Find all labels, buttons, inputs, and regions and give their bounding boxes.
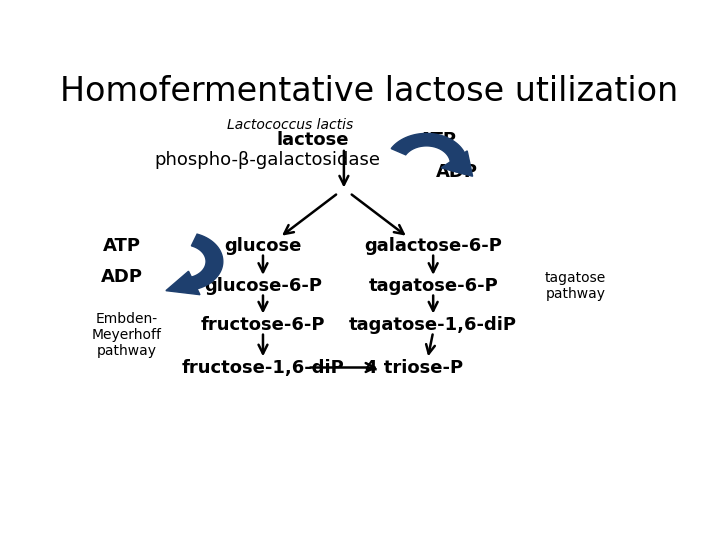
Text: lactose: lactose bbox=[277, 131, 349, 149]
Text: fructose-6-P: fructose-6-P bbox=[201, 316, 325, 334]
Polygon shape bbox=[391, 133, 467, 174]
Polygon shape bbox=[441, 151, 472, 176]
Text: tagatose-1,6-diP: tagatose-1,6-diP bbox=[349, 316, 517, 334]
Text: glucose-6-P: glucose-6-P bbox=[204, 277, 322, 295]
Text: tagatose-6-P: tagatose-6-P bbox=[369, 277, 498, 295]
Text: Embden-
Meyerhoff
pathway: Embden- Meyerhoff pathway bbox=[91, 312, 161, 358]
Text: phospho-β-galactosidase: phospho-β-galactosidase bbox=[154, 151, 380, 170]
Text: tagatose
pathway: tagatose pathway bbox=[545, 271, 606, 301]
Text: ADP: ADP bbox=[102, 268, 143, 286]
Text: fructose-1,6-diP: fructose-1,6-diP bbox=[181, 359, 344, 376]
Polygon shape bbox=[166, 271, 200, 295]
Text: galactose-6-P: galactose-6-P bbox=[364, 237, 502, 255]
Text: Homofermentative lactose utilization: Homofermentative lactose utilization bbox=[60, 75, 678, 108]
Text: Lactococcus lactis: Lactococcus lactis bbox=[227, 118, 353, 132]
Text: ATP: ATP bbox=[104, 237, 141, 255]
Text: glucose: glucose bbox=[225, 237, 302, 255]
Polygon shape bbox=[192, 234, 222, 289]
Text: ATP: ATP bbox=[419, 131, 457, 149]
Text: 4 triose-P: 4 triose-P bbox=[364, 359, 463, 376]
Text: ADP: ADP bbox=[436, 163, 478, 181]
